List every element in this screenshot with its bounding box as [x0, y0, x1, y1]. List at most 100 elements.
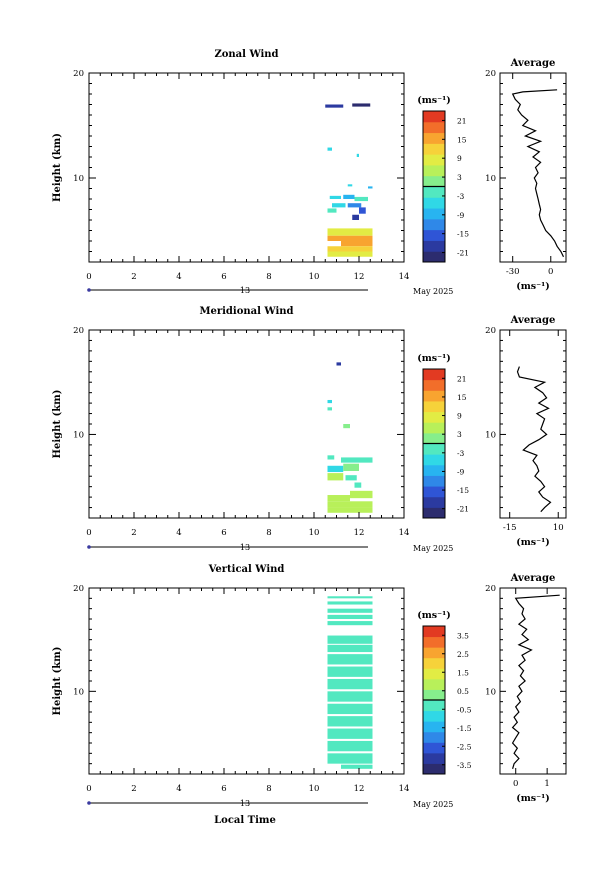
data-cell [343, 194, 355, 199]
y-tick-label: 10 [73, 174, 84, 184]
y-tick-label: 20 [73, 326, 84, 336]
colorbar-tick-label: -3.5 [457, 761, 472, 770]
colorbar-tick-label: 9 [457, 154, 462, 163]
data-cell [327, 208, 337, 213]
x-tick-label: 10 [309, 784, 320, 794]
data-cell [327, 228, 373, 236]
colorbar-tick-label: 3 [457, 430, 462, 439]
data-cell [368, 186, 373, 189]
colorbar-tick-label: -1.5 [457, 724, 472, 733]
colorbar-unit-label: (ms⁻¹) [417, 95, 451, 106]
average-panel-frame [499, 587, 567, 775]
x-tick-label: 2 [131, 272, 136, 282]
colorbar-segment [423, 657, 445, 669]
colorbar-segment [423, 454, 445, 466]
colorbar-segment [423, 369, 445, 381]
data-cell [327, 596, 373, 599]
colorbar-segment [423, 175, 445, 187]
data-cell [327, 147, 332, 151]
colorbar-segment [423, 432, 445, 444]
data-cell [345, 475, 357, 481]
data-cell [341, 238, 373, 247]
data-cell [327, 601, 373, 605]
x-tick-label: 4 [176, 528, 181, 538]
avg-x-tick-label: 0 [548, 267, 553, 277]
date-axis-start-dot [87, 545, 91, 549]
y-tick-label: 20 [73, 584, 84, 594]
date-month-label: May 2025 [413, 287, 453, 296]
data-cell [354, 482, 362, 488]
avg-x-tick-label: 10 [553, 523, 564, 533]
panel-title: Zonal Wind [214, 49, 278, 60]
y-tick-label: 10 [73, 430, 84, 440]
data-cell [341, 457, 373, 463]
colorbar-segment [423, 742, 445, 754]
average-panel-title: Average [510, 58, 556, 69]
x-tick-label: 14 [399, 528, 410, 538]
colorbar-tick-label: -21 [457, 249, 469, 258]
colorbar-segment [423, 111, 445, 123]
data-cell [356, 153, 359, 157]
date-axis-start-dot [87, 288, 91, 292]
colorbar-segment [423, 379, 445, 391]
data-cell [343, 463, 359, 471]
colorbar-tick-label: 15 [457, 393, 467, 402]
x-tick-label: 12 [354, 272, 365, 282]
colorbar-segment [423, 251, 445, 263]
colorbar-segment [423, 229, 445, 241]
colorbar-segment [423, 496, 445, 508]
colorbar-segment [423, 731, 445, 743]
x-tick-label: 8 [266, 272, 271, 282]
colorbar-segment [423, 721, 445, 733]
data-cell [359, 207, 366, 214]
data-cell [327, 614, 373, 619]
data-cell [327, 455, 335, 460]
x-tick-label: 2 [131, 528, 136, 538]
data-cell [354, 196, 368, 202]
colorbar-tick-label: 9 [457, 412, 462, 421]
colorbar-segment [423, 218, 445, 231]
x-axis-label: Local Time [214, 815, 276, 826]
colorbar-segment [423, 411, 445, 423]
data-cell [332, 203, 346, 208]
data-cell [325, 104, 344, 108]
date-tick-label: 13 [240, 286, 250, 295]
data-cell [327, 407, 332, 411]
data-cell [352, 214, 359, 220]
y-axis-label: Height (km) [52, 133, 63, 202]
colorbar-tick-label: -2.5 [457, 742, 472, 751]
date-month-label: May 2025 [413, 800, 453, 809]
colorbar-segment [423, 443, 445, 455]
colorbar-tick-label: -15 [457, 230, 469, 239]
colorbar-segment [423, 678, 445, 690]
avg-x-tick-label: 0 [513, 779, 518, 789]
data-cell [336, 362, 341, 366]
colorbar-segment [423, 400, 445, 413]
avg-y-tick-label: 10 [485, 430, 496, 440]
average-profile-line [511, 89, 565, 258]
avg-x-tick-label: -15 [503, 523, 517, 533]
data-cell [341, 764, 373, 769]
x-tick-label: 6 [221, 784, 226, 794]
x-tick-label: 12 [354, 528, 365, 538]
colorbar-tick-label: -3 [457, 192, 465, 201]
colorbar-segment [423, 710, 445, 722]
data-cell [327, 740, 373, 752]
colorbar-segment [423, 208, 445, 220]
colorbar-segment [423, 486, 445, 498]
data-cell [327, 678, 373, 690]
x-tick-label: 4 [176, 272, 181, 282]
colorbar-tick-label: -15 [457, 486, 469, 495]
data-cell [327, 666, 373, 677]
colorbar-segment [423, 647, 445, 659]
data-cell [327, 495, 350, 502]
colorbar-tick-label: -3 [457, 449, 465, 458]
avg-y-tick-label: 20 [485, 326, 496, 336]
avg-y-tick-label: 10 [485, 687, 496, 697]
y-tick-label: 10 [73, 687, 84, 697]
colorbar-segment [423, 700, 445, 712]
data-cell [327, 507, 373, 513]
data-cell [327, 251, 373, 257]
panel-title: Meridional Wind [199, 306, 293, 317]
colorbar-tick-label: -9 [457, 211, 465, 220]
